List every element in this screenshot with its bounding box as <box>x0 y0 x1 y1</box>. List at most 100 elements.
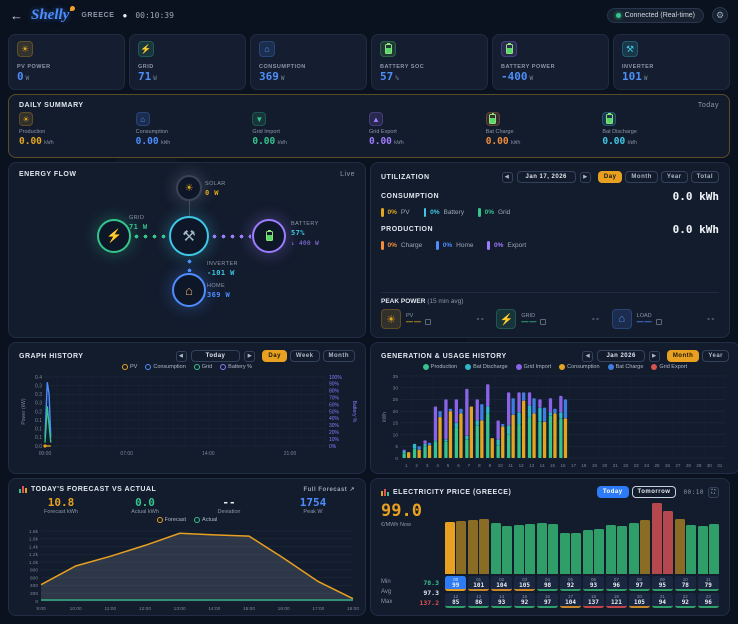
price-bar-23 <box>709 524 719 574</box>
legend-item-grid-export: Grid Export <box>651 364 687 370</box>
battery-node[interactable] <box>252 219 286 253</box>
solar-node[interactable]: ☀ <box>176 175 202 201</box>
price-bar-02 <box>468 520 478 574</box>
stat-card-grid: ⚡ GRID 71W <box>129 34 246 90</box>
svg-text:00:00: 00:00 <box>39 451 52 457</box>
svg-text:20: 20 <box>393 409 399 415</box>
svg-text:5: 5 <box>447 463 450 468</box>
svg-text:800: 800 <box>30 568 38 574</box>
full-forecast-link[interactable]: Full Forecast ↗ <box>303 486 355 493</box>
forecast-legend: Forecast Actual <box>19 517 355 523</box>
date-prev-icon[interactable]: ◀ <box>502 172 513 183</box>
summary-item-label: Bat Charge <box>486 129 603 135</box>
svg-text:0.1: 0.1 <box>35 418 42 424</box>
gh-prev-icon[interactable]: ◀ <box>176 351 187 362</box>
svg-text:20: 20 <box>602 463 608 468</box>
svg-text:15: 15 <box>550 463 556 468</box>
gh-next-icon[interactable]: ▶ <box>244 351 255 362</box>
price-bar-20 <box>675 519 685 573</box>
util-range-month[interactable]: Month <box>625 171 658 183</box>
price-cell-19: 19121 <box>606 593 627 609</box>
gh-date-selector[interactable]: Today <box>191 350 241 362</box>
price-cell-22: 2292 <box>675 593 696 609</box>
gen-prev-icon[interactable]: ◀ <box>582 351 593 362</box>
gh-range-day[interactable]: Day <box>262 350 287 362</box>
gen-range-year[interactable]: Year <box>702 350 729 362</box>
price-bar-00 <box>445 522 455 573</box>
legend-item-production: Production <box>423 364 457 370</box>
price-bar-04 <box>491 523 501 574</box>
svg-text:17:00: 17:00 <box>312 606 324 612</box>
gen-date-selector[interactable]: Jan 2026 <box>597 350 644 362</box>
svg-text:100%: 100% <box>329 375 342 381</box>
legend-item-pv: 0%PV <box>381 208 410 217</box>
electricity-price-panel: ELECTRICITY PRICE (GREECE) TodayTomorrow… <box>370 478 730 616</box>
svg-text:90%: 90% <box>329 382 340 388</box>
price-cell-12: 1285 <box>445 593 466 609</box>
peak-item-sparkline: —— <box>521 319 546 326</box>
svg-text:0.1: 0.1 <box>35 435 42 441</box>
back-icon[interactable]: ← <box>10 8 23 23</box>
price-bar-03 <box>479 519 489 573</box>
grid-node[interactable]: ⚡ <box>97 219 131 253</box>
gh-range-month[interactable]: Month <box>323 350 356 362</box>
price-cell-00: 0099 <box>445 576 466 592</box>
svg-text:15:00: 15:00 <box>243 606 255 612</box>
sun-icon: ☀ <box>386 313 396 326</box>
generation-title: GENERATION & USAGE HISTORY <box>381 353 507 360</box>
connection-dot-icon <box>616 13 621 18</box>
price-cell-02: 02104 <box>491 576 512 592</box>
sun-icon: ☀ <box>22 115 29 124</box>
util-range-year[interactable]: Year <box>661 171 688 183</box>
flow-link <box>187 257 192 272</box>
price-bar-07 <box>525 524 535 574</box>
sun-icon: ☀ <box>185 183 194 194</box>
svg-text:10:00: 10:00 <box>70 606 82 612</box>
peak-item-sparkline: —— <box>637 319 662 326</box>
gen-next-icon[interactable]: ▶ <box>649 351 660 362</box>
svg-text:15: 15 <box>393 421 399 427</box>
connection-label: Connected (Real-time) <box>625 12 695 19</box>
price-cell-01: 01101 <box>468 576 489 592</box>
svg-text:5: 5 <box>395 444 398 450</box>
forecast-title: TODAY'S FORECAST VS ACTUAL <box>31 486 156 493</box>
home-node[interactable]: ⌂ <box>172 273 206 307</box>
connection-badge[interactable]: Connected (Real-time) <box>607 8 704 23</box>
util-range-total[interactable]: Total <box>691 171 719 183</box>
top-bar: ← Shelly GREECE ● 00:10:39 Connected (Re… <box>8 0 730 30</box>
legend-item-battery: 0%Battery <box>424 208 465 217</box>
date-next-icon[interactable]: ▶ <box>580 172 591 183</box>
home-tile: ⌂ <box>612 309 632 329</box>
summary-item-label: Grid Import <box>252 129 369 135</box>
legend-item-battery-%: Battery % <box>220 364 252 370</box>
battery-icon <box>266 231 273 241</box>
stat-card-battery-soc: BATTERY SOC 57% <box>371 34 488 90</box>
peak-power-subtitle: (15 min avg) <box>427 298 463 305</box>
util-range-day[interactable]: Day <box>598 171 623 183</box>
gh-range-week[interactable]: Week <box>290 350 320 362</box>
live-badge: Live <box>340 171 355 178</box>
svg-text:0: 0 <box>35 599 38 605</box>
grid-export-icon: ▲ <box>372 115 380 124</box>
stat-card-value: -400W <box>501 70 600 83</box>
price-now-value: 99.0 <box>381 501 439 521</box>
date-selector[interactable]: Jan 17, 2026 <box>517 171 576 183</box>
import-tile: ▼ <box>252 112 266 126</box>
expand-icon[interactable]: ⛶ <box>708 487 719 498</box>
price-bar-11 <box>571 533 581 574</box>
inverter-node[interactable]: ⚒ <box>169 216 209 256</box>
battery-icon <box>385 44 392 54</box>
battery-icon <box>489 114 496 124</box>
svg-text:31: 31 <box>717 463 723 468</box>
legend-item-export: 0%Export <box>487 241 526 250</box>
price-tab-tomorrow[interactable]: Tomorrow <box>632 486 677 498</box>
price-cell-15: 1592 <box>514 593 535 609</box>
price-cell-14: 1493 <box>491 593 512 609</box>
gen-range-month[interactable]: Month <box>667 350 700 362</box>
home-icon: ⌂ <box>185 283 193 298</box>
price-cell-23: 2396 <box>698 593 719 609</box>
dashboard: ← Shelly GREECE ● 00:10:39 Connected (Re… <box>0 0 738 622</box>
price-tab-today[interactable]: Today <box>597 486 629 498</box>
gear-icon[interactable]: ⚙ <box>712 7 728 23</box>
summary-item-value: 0.00kWh <box>369 136 486 147</box>
